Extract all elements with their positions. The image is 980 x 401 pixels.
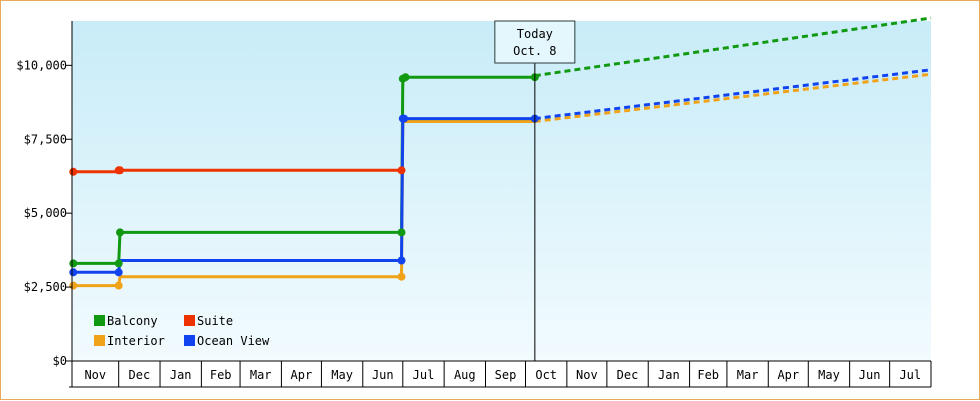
data-point-ocean-view xyxy=(69,268,78,277)
x-tick-label: Sep xyxy=(495,368,517,382)
x-tick-label: Mar xyxy=(250,368,272,382)
x-tick-label: Jun xyxy=(372,368,394,382)
legend-swatch-balcony xyxy=(94,315,105,326)
legend: Balcony Suite Interior Ocean View xyxy=(94,314,270,348)
legend-swatch-interior xyxy=(94,335,105,346)
x-tick-label: Jan xyxy=(170,368,192,382)
forecast-line-balcony xyxy=(534,16,932,78)
x-tick-label: Jun xyxy=(859,368,881,382)
x-tick-label: Apr xyxy=(291,368,313,382)
y-tick-label: $7,500 xyxy=(24,132,67,146)
y-tick-label: $5,000 xyxy=(24,206,67,220)
data-point-interior xyxy=(69,281,78,290)
x-tick-label: Jul xyxy=(413,368,435,382)
x-tick-label: Dec xyxy=(129,368,151,382)
data-point-interior xyxy=(397,272,406,281)
data-point-suite xyxy=(116,166,124,175)
forecast-line-interior xyxy=(534,72,932,123)
data-point-balcony xyxy=(69,259,78,268)
x-tick-label: Feb xyxy=(697,368,719,382)
data-point-balcony xyxy=(397,228,406,237)
legend-swatch-ocean-view xyxy=(184,335,195,346)
x-tick-label: May xyxy=(818,368,840,382)
data-point-ocean-view xyxy=(114,268,123,277)
plot-background xyxy=(72,21,931,361)
legend-label-interior: Interior xyxy=(107,334,165,348)
y-tick-label: $0 xyxy=(53,354,67,368)
y-tick-label: $10,000 xyxy=(16,58,67,72)
data-point-balcony xyxy=(116,228,124,237)
today-label-date: Oct. 8 xyxy=(513,44,556,58)
x-tick-label: Oct xyxy=(535,368,557,382)
data-point-ocean-view xyxy=(397,256,406,265)
data-point-suite xyxy=(69,167,78,176)
x-tick-label: Jan xyxy=(658,368,680,382)
x-tick-label: Nov xyxy=(84,368,106,382)
legend-label-ocean-view: Ocean View xyxy=(197,334,270,348)
x-tick-label: Dec xyxy=(617,368,639,382)
data-point-balcony xyxy=(401,73,410,82)
data-point-interior xyxy=(114,281,123,290)
x-tick-label: Mar xyxy=(737,368,759,382)
today-label-box xyxy=(494,20,576,64)
legend-label-balcony: Balcony xyxy=(107,314,158,328)
forecast-line-ocean-view xyxy=(534,68,932,121)
data-point-ocean-view xyxy=(400,114,409,123)
x-tick-label: Apr xyxy=(777,368,799,382)
data-point-balcony xyxy=(114,259,123,268)
x-tick-label: Nov xyxy=(576,368,598,382)
today-label-title: Today xyxy=(517,27,553,41)
legend-label-suite: Suite xyxy=(197,314,233,328)
legend-swatch-suite xyxy=(184,315,195,326)
x-tick-label: Jul xyxy=(899,368,921,382)
y-tick-label: $2,500 xyxy=(24,280,67,294)
x-tick-label: Aug xyxy=(454,368,476,382)
series-line-interior xyxy=(73,120,535,288)
x-tick-label: Feb xyxy=(210,368,232,382)
data-point-suite xyxy=(397,166,406,175)
x-tick-label: May xyxy=(331,368,353,382)
